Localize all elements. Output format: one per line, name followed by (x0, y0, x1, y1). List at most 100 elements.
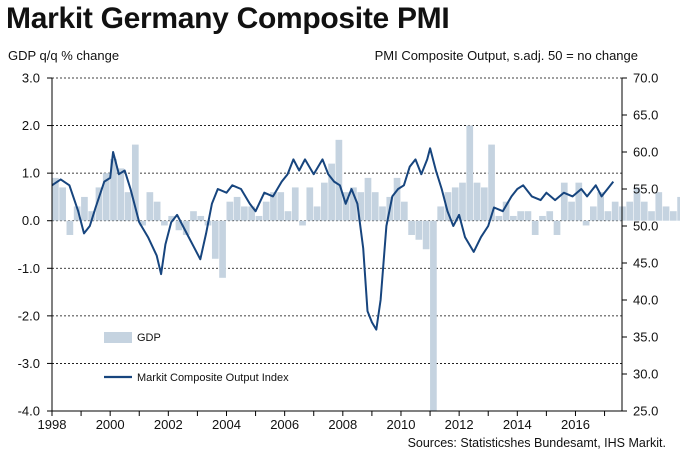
gdp-bar (59, 187, 66, 221)
gdp-bar (175, 220, 183, 231)
gdp-bar (357, 192, 365, 221)
right-tick-label: 45.0 (633, 256, 658, 271)
gdp-bar (568, 201, 575, 221)
gdp-bar (379, 206, 386, 221)
gdp-bar (480, 187, 488, 221)
pmi-series-line (51, 147, 615, 331)
gdp-bar (52, 177, 59, 221)
gdp-bar (88, 211, 96, 221)
gdp-bar (284, 211, 292, 221)
gdp-bar (430, 220, 437, 411)
left-tick-label: 2.0 (22, 118, 40, 133)
gdp-bar (139, 220, 146, 226)
gdp-bar (531, 220, 539, 235)
gdp-bar (197, 215, 205, 221)
gdp-bar (655, 192, 663, 221)
left-tick-label: -4.0 (18, 404, 40, 419)
legend-gdp-label: GDP (137, 332, 161, 344)
gdp-bar (400, 201, 408, 221)
gdp-bar (633, 187, 641, 221)
gdp-bars (52, 125, 680, 411)
right-tick-label: 55.0 (633, 182, 658, 197)
gdp-bar (117, 168, 125, 221)
gdp-bar (306, 187, 314, 221)
x-tick-label: 2014 (503, 417, 532, 432)
legend-pmi-label: Markit Composite Output Index (137, 372, 289, 384)
gdp-bar (626, 201, 634, 221)
x-tick-label: 2004 (212, 417, 241, 432)
x-tick-label: 2010 (387, 417, 416, 432)
gdp-bar (539, 215, 546, 221)
legend-gdp-swatch (104, 332, 132, 343)
x-tick-label: 2016 (561, 417, 590, 432)
gdp-bar (241, 206, 248, 221)
gdp-bar (66, 220, 74, 235)
gdp-bar (466, 125, 474, 221)
gdp-bar (73, 206, 81, 221)
gdp-bar (677, 196, 680, 221)
right-tick-label: 70.0 (633, 71, 658, 86)
gdp-bar (342, 192, 350, 221)
gdp-bar (313, 206, 321, 221)
gdp-bar (277, 192, 285, 221)
gdp-bar (291, 187, 299, 221)
gdp-bar (510, 215, 517, 221)
gdp-bar (182, 220, 190, 235)
gdp-bar (444, 192, 452, 221)
gdp-bar (393, 177, 401, 221)
pmi-line-layer (51, 147, 615, 331)
gdp-bar (153, 201, 161, 221)
gdp-bar (131, 144, 139, 221)
gdp-bar (262, 201, 270, 221)
gdp-bar (502, 201, 510, 221)
legend: GDP Markit Composite Output Index (104, 332, 289, 384)
gdp-bar (669, 211, 677, 221)
gdp-bar (190, 211, 197, 221)
gdp-bar (553, 220, 561, 235)
gdp-bar (560, 182, 568, 221)
gdp-bar (248, 206, 255, 221)
right-tick-label: 25.0 (633, 404, 658, 419)
left-tick-label: 1.0 (22, 166, 40, 181)
x-tick-label: 2002 (154, 417, 183, 432)
right-tick-label: 30.0 (633, 367, 658, 382)
left-tick-label: -2.0 (18, 308, 40, 323)
gdp-bar (110, 158, 117, 221)
gdp-bar (350, 187, 357, 221)
gdp-bar (451, 187, 459, 221)
gdp-bar (437, 206, 445, 221)
axes: 3.0 2.0 1.0 0.0 -1.0 -2.0 -3.0 -4.0 70.0 65.0 60.0… (18, 71, 659, 433)
gdp-bar (328, 163, 335, 221)
gdp-bar (597, 192, 604, 221)
gdp-bar (270, 192, 277, 221)
gdp-bar (640, 201, 648, 221)
gdp-bar (662, 206, 670, 221)
left-tick-label: -3.0 (18, 356, 40, 371)
source-note: Sources: Statisticshes Bundesamt, IHS Ma… (407, 436, 666, 450)
left-tick-label: 0.0 (22, 213, 40, 228)
gdp-bar (648, 211, 655, 221)
x-tick-label: 2000 (96, 417, 125, 432)
right-tick-label: 40.0 (633, 293, 658, 308)
gdp-bar (582, 220, 590, 226)
gdp-bar (488, 144, 495, 221)
gdp-bar (415, 220, 423, 240)
x-tick-label: 2008 (328, 417, 357, 432)
right-tick-label: 50.0 (633, 219, 658, 234)
gdp-bar (604, 211, 612, 221)
gdp-bar (408, 220, 415, 235)
gdp-bar (146, 192, 154, 221)
x-tick-label: 2012 (445, 417, 474, 432)
gdp-bar (211, 220, 219, 259)
gdp-bar (546, 211, 554, 221)
gdp-bar (473, 182, 481, 221)
right-tick-label: 65.0 (633, 108, 658, 123)
gdp-bar (524, 211, 532, 221)
right-axis-label: PMI Composite Output, s.adj. 50 = no cha… (374, 48, 638, 63)
gdp-bar (161, 220, 168, 226)
gdp-bar (335, 139, 343, 221)
gdp-bar (495, 215, 503, 221)
chart-title: Markit Germany Composite PMI (6, 2, 450, 35)
gdp-bar (422, 220, 430, 250)
